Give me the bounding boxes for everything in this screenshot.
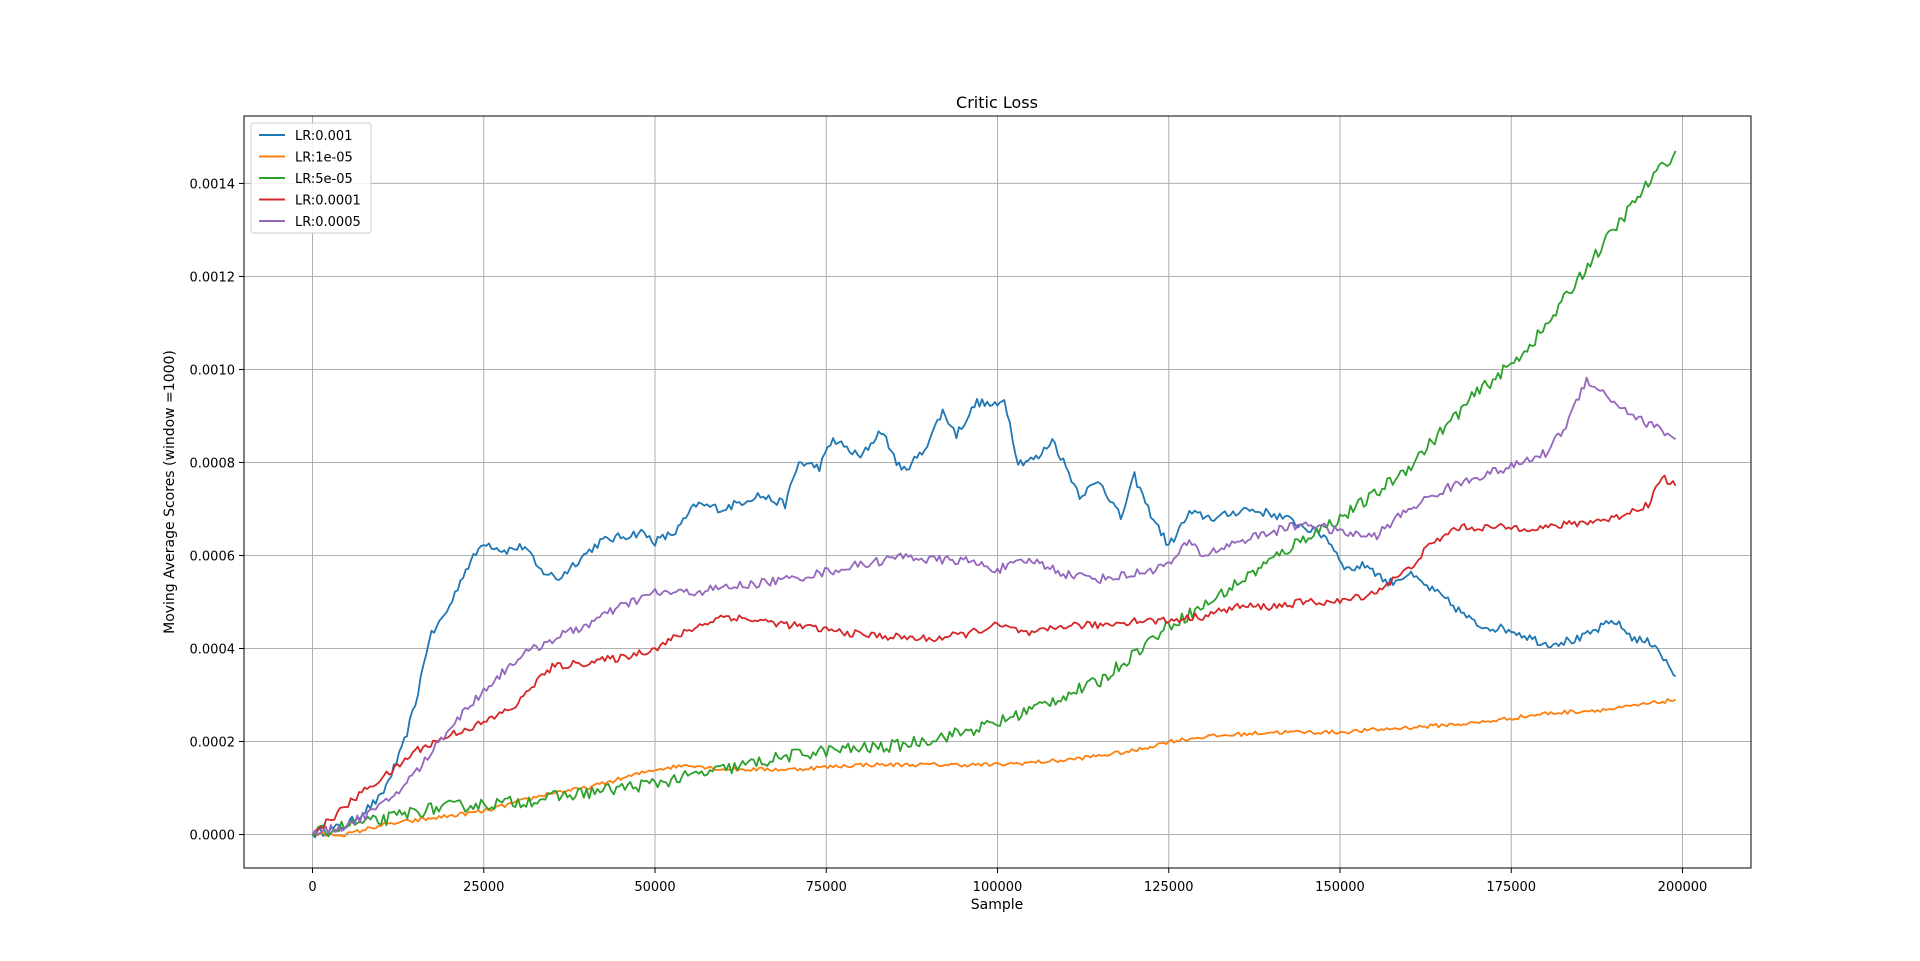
legend-label-1: LR:1e-05 [295, 151, 353, 166]
x-tick-label: 200000 [1658, 880, 1708, 895]
legend-label-3: LR:0.0001 [295, 194, 361, 209]
x-tick-label: 100000 [973, 880, 1023, 895]
series-line-2 [312, 150, 1677, 838]
series-lines [311, 150, 1677, 839]
y-axis-ticks: 0.0000 0.0002 0.0004 0.0006 0.0008 0.0010 0.00… [190, 177, 244, 844]
y-tick-label: 0.0002 [190, 736, 236, 751]
x-tick-label: 75000 [806, 880, 847, 895]
x-tick-label: 125000 [1144, 880, 1194, 895]
x-tick-label: 50000 [634, 880, 675, 895]
x-axis-label: Sample [971, 897, 1024, 913]
legend-label-2: LR:5e-05 [295, 172, 353, 187]
x-tick-label: 0 [308, 880, 316, 895]
y-tick-label: 0.0004 [190, 642, 236, 657]
y-tick-label: 0.0006 [190, 549, 236, 564]
y-tick-label: 0.0014 [190, 177, 236, 192]
y-axis-label: Moving Average Scores (window =1000) [162, 350, 178, 634]
chart-title: Critic Loss [956, 93, 1038, 112]
y-tick-label: 0.0008 [190, 456, 236, 471]
legend-box [250, 122, 372, 234]
grid-lines [244, 116, 1751, 868]
series-line-4 [311, 376, 1677, 836]
x-tick-label: 25000 [463, 880, 504, 895]
legend-label-4: LR:0.0005 [295, 215, 361, 230]
x-tick-label: 150000 [1315, 880, 1365, 895]
x-axis-ticks: 0 25000 50000 75000 100000 125000 150000 175000… [308, 868, 1707, 895]
y-tick-label: 0.0012 [190, 270, 236, 285]
y-tick-label: 0.0010 [190, 363, 236, 378]
legend: LR:0.001 LR:1e-05 LR:5e-05 LR:0.0001 LR:0.00… [250, 122, 372, 234]
y-tick-label: 0.0000 [190, 829, 236, 844]
x-tick-label: 175000 [1486, 880, 1536, 895]
legend-label-0: LR:0.001 [295, 129, 352, 144]
series-line-1 [312, 698, 1677, 838]
series-line-3 [311, 474, 1677, 836]
legend-items: LR:0.001 LR:1e-05 LR:5e-05 LR:0.0001 LR:0.00… [259, 129, 361, 230]
series-line-0 [311, 397, 1677, 839]
